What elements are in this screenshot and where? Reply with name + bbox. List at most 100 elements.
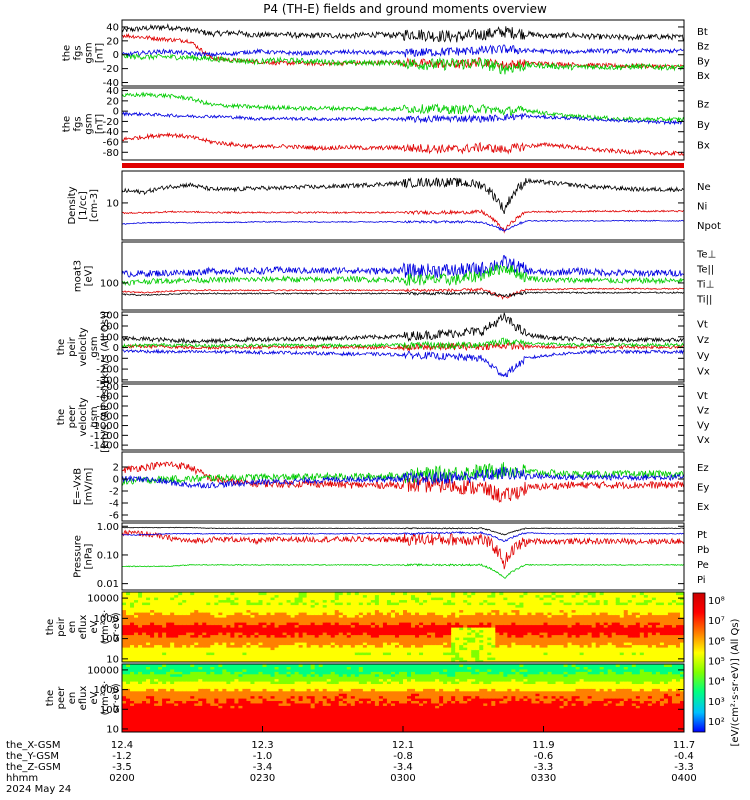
heatmap-cell xyxy=(583,627,589,631)
heatmap-cell xyxy=(631,594,637,598)
heatmap-cell xyxy=(290,604,296,608)
heatmap-cell xyxy=(443,654,448,658)
heatmap-cell xyxy=(214,657,219,661)
heatmap-cell xyxy=(671,624,677,628)
heatmap-cell xyxy=(639,622,645,626)
heatmap-cell xyxy=(611,642,617,646)
heatmap-cell xyxy=(659,604,665,608)
heatmap-cell xyxy=(134,607,139,611)
heatmap-cell xyxy=(643,599,649,603)
heatmap-cell xyxy=(583,642,589,646)
heatmap-cell xyxy=(639,599,645,603)
heatmap-cell xyxy=(567,607,573,611)
heatmap-cell xyxy=(154,690,159,694)
y-axis-label: fgs xyxy=(73,45,84,60)
heatmap-cell xyxy=(210,729,215,732)
heatmap-cell xyxy=(543,619,549,623)
heatmap-cell xyxy=(394,597,400,601)
heatmap-cell xyxy=(471,604,476,608)
heatmap-cell xyxy=(134,705,139,709)
heatmap-cell xyxy=(170,602,175,606)
heatmap-cell xyxy=(198,622,203,626)
heatmap-cell xyxy=(130,647,135,651)
panel-frame xyxy=(121,19,685,87)
heatmap-cell xyxy=(150,652,155,656)
heatmap-cell xyxy=(314,597,320,601)
heatmap-cell xyxy=(262,637,268,641)
heatmap-cell xyxy=(178,629,183,633)
heatmap-cell xyxy=(539,622,545,626)
heatmap-cell xyxy=(314,599,320,603)
heatmap-cell xyxy=(659,652,665,656)
heatmap-cell xyxy=(142,634,147,638)
heatmap-cell xyxy=(242,634,248,638)
heatmap-cell xyxy=(254,647,260,651)
heatmap-cell xyxy=(591,592,597,596)
heatmap-cell xyxy=(615,607,621,611)
heatmap-cell xyxy=(551,642,557,646)
heatmap-cell xyxy=(386,602,392,606)
heatmap-cell xyxy=(350,597,356,601)
heatmap-cell xyxy=(182,722,187,726)
heatmap-cell xyxy=(423,654,428,658)
heatmap-cell xyxy=(358,639,364,643)
heatmap-cell xyxy=(587,594,593,598)
heatmap-cell xyxy=(218,637,223,641)
heatmap-cell xyxy=(571,639,577,643)
heatmap-cell xyxy=(543,657,549,661)
heatmap-cell xyxy=(515,619,521,623)
heatmap-cell xyxy=(527,619,533,623)
heatmap-cell xyxy=(583,594,589,598)
heatmap-cell xyxy=(627,634,633,638)
heatmap-cell xyxy=(230,698,235,702)
heatmap-cell xyxy=(154,604,159,608)
heatmap-cell xyxy=(382,594,388,598)
heatmap-cell xyxy=(539,647,545,651)
heatmap-cell xyxy=(531,614,537,618)
heatmap-cell xyxy=(411,629,416,633)
heatmap-cell xyxy=(170,685,175,689)
heatmap-cell xyxy=(194,657,199,661)
heatmap-cell xyxy=(599,622,605,626)
heatmap-cell xyxy=(238,678,244,682)
heatmap-cell xyxy=(663,642,669,646)
heatmap-cell xyxy=(378,629,384,633)
heatmap-cell xyxy=(539,602,545,606)
heatmap-cell xyxy=(306,642,312,646)
heatmap-cell xyxy=(591,657,597,661)
heatmap-cell xyxy=(146,705,151,709)
series-Ez xyxy=(122,461,684,504)
heatmap-cell xyxy=(671,654,677,658)
heatmap-cell xyxy=(531,619,537,623)
heatmap-cell xyxy=(138,657,143,661)
heatmap-cell xyxy=(314,649,320,653)
heatmap-cell xyxy=(459,624,464,628)
heatmap-cell xyxy=(194,639,199,643)
heatmap-cell xyxy=(258,597,264,601)
heatmap-cell xyxy=(471,617,476,621)
heatmap-cell xyxy=(659,607,665,611)
heatmap-cell xyxy=(238,712,244,716)
heatmap-cell xyxy=(539,654,545,658)
heatmap-cell xyxy=(611,632,617,636)
heatmap-cell xyxy=(435,652,440,656)
heatmap-cell xyxy=(194,607,199,611)
heatmap-cell xyxy=(595,634,601,638)
heatmap-cell xyxy=(346,607,352,611)
heatmap-cell xyxy=(218,659,223,662)
heatmap-cell xyxy=(515,657,521,661)
heatmap-cell xyxy=(427,602,432,606)
heatmap-cell xyxy=(515,617,521,621)
heatmap-cell xyxy=(394,649,400,653)
heatmap-cell xyxy=(198,602,203,606)
heatmap-cell xyxy=(607,634,613,638)
heatmap-cell xyxy=(238,668,244,672)
heatmap-cell xyxy=(230,659,235,662)
heatmap-cell xyxy=(495,647,500,651)
heatmap-cell xyxy=(230,592,235,596)
heatmap-cell xyxy=(398,644,404,648)
heatmap-cell xyxy=(206,710,211,714)
y-tick-label: 300 xyxy=(100,311,119,322)
y-axis-label: peer xyxy=(67,405,78,429)
heatmap-cell xyxy=(575,617,581,621)
